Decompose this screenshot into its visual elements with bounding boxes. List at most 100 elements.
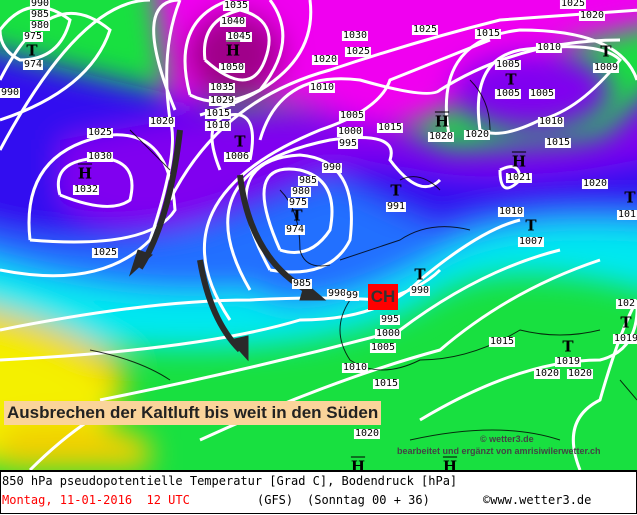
isobar-label: 1010 (308, 82, 336, 93)
isobar-label: 1005 (494, 59, 522, 70)
isobar-label: 1005 (494, 88, 522, 99)
isobar-label: 1005 (338, 110, 366, 121)
isobar-label: 1020 (533, 368, 561, 379)
isobar-label: 99 (344, 290, 360, 301)
isobar-label: 1040 (219, 16, 247, 27)
isobar-label: 1019 (612, 334, 637, 344)
isobar-label: 1010 (537, 116, 565, 127)
isobar-label: 1020 (148, 116, 176, 127)
isobar-label: 1015 (488, 336, 516, 347)
isobar-label: 995 (337, 138, 359, 149)
isobar-label: 1010 (535, 42, 563, 53)
isobar-label: 990 (29, 0, 51, 9)
isobar-label: 1009 (592, 62, 620, 73)
isobar-label: 975 (22, 31, 44, 42)
isobar-label: 101 (616, 209, 637, 220)
coastlines (89, 79, 637, 441)
yellow-south (0, 422, 150, 470)
isobar-label: 990 (321, 162, 343, 173)
switzerland-marker: CH (368, 284, 398, 310)
isobar-label: 1006 (223, 151, 251, 162)
isobar-label: 985 (29, 9, 51, 20)
isobar-label: 985 (291, 278, 313, 289)
low-pressure-icon: T (390, 181, 402, 200)
model-name: (GFS) (257, 493, 294, 507)
low-pressure-icon: T (505, 70, 517, 89)
isobar-label: 1015 (544, 137, 572, 148)
map-field (0, 0, 637, 470)
isobar-label: 1020 (353, 428, 381, 439)
isobar-label: 1032 (72, 184, 100, 195)
map-credit: © wetter3.de (480, 434, 534, 444)
isobar-label: 1020 (427, 131, 455, 142)
isobar-label: 1010 (341, 362, 369, 373)
isobar-label: 1019 (554, 356, 582, 367)
isobar-label: 1020 (581, 178, 609, 189)
weather-map: 1035 1040 1045 1050 1035 1029 1030 1025 1020 1010… (0, 0, 637, 470)
low-pressure-icon: T (525, 216, 537, 235)
isobar-label: 1045 (225, 31, 253, 42)
isobar-label: 1015 (474, 28, 502, 39)
isobar-label: 1010 (204, 120, 232, 131)
isobar-label: 980 (290, 186, 312, 197)
isobar-label: 985 (297, 175, 319, 186)
isobar-label: 1005 (528, 88, 556, 99)
isobar-label: 1029 (208, 95, 236, 106)
high-pressure-icon: H (442, 457, 458, 470)
isobar-label: 1030 (341, 30, 369, 41)
low-pressure-icon: T (291, 206, 303, 225)
low-pressure-icon: T (414, 265, 426, 284)
isobar-label: 1010 (497, 206, 525, 217)
isobar-label: 1015 (204, 108, 232, 119)
isobar-label: 1020 (566, 368, 594, 379)
isobar-label: 1025 (411, 24, 439, 35)
isobar-label: 1021 (505, 172, 533, 183)
isobar-label: 1015 (376, 122, 404, 133)
isobar-label: 1020 (578, 10, 606, 21)
low-pressure-icon: T (26, 41, 38, 60)
copyright-link[interactable]: ©www.wetter3.de (483, 493, 592, 507)
isobar-label: 990 (409, 285, 431, 296)
low-pressure-icon: T (562, 337, 574, 356)
high-pressure-icon: H (225, 41, 241, 60)
high-pressure-icon: H (350, 457, 366, 470)
arrow-south-head (229, 335, 249, 362)
isobar-label: 974 (22, 59, 44, 70)
low-pressure-icon: T (624, 188, 636, 207)
isobar-label: 1025 (344, 46, 372, 57)
isobar-label: 1035 (222, 0, 250, 11)
low-pressure-icon: T (234, 132, 246, 151)
map-parameter-description: 850 hPa pseudopotentielle Temperatur [Gr… (2, 474, 458, 488)
violet-zone (60, 103, 637, 227)
isobar-label: 102 (615, 298, 637, 309)
isobar-label: 974 (284, 224, 306, 235)
low-pressure-icon: T (620, 313, 632, 332)
isobar-label: 990 (0, 87, 21, 98)
isobar-label: 1025 (559, 0, 587, 9)
low-pressure-icon: T (600, 42, 612, 61)
isobar-label: 1030 (86, 151, 114, 162)
isobar-label: 1020 (311, 54, 339, 65)
model-run: (Sonntag 00 + 36) (307, 493, 430, 507)
valid-date: Montag, 11-01-2016 12 UTC (2, 493, 190, 507)
isobar-label: 1015 (372, 378, 400, 389)
high-pressure-icon: H (511, 152, 527, 171)
arrow-west-head (128, 249, 153, 277)
map-caption: Ausbrechen der Kaltluft bis weit in den … (4, 401, 382, 425)
isobar-label: 1007 (517, 236, 545, 247)
isobar-label: 990 (326, 288, 348, 299)
isobar-label: 1005 (369, 342, 397, 353)
map-footer: 850 hPa pseudopotentielle Temperatur [Gr… (0, 470, 637, 514)
isobar-label: 1000 (374, 328, 402, 339)
isobar-label: 975 (287, 197, 309, 208)
map-edit-credit: bearbeitet und ergänzt von amrisiwilerwe… (397, 446, 601, 456)
high-pressure-icon: H (434, 112, 450, 131)
isobar-label: 995 (379, 314, 401, 325)
isobar-label: 1050 (218, 62, 246, 73)
high-pressure-icon: H (77, 164, 93, 183)
isobar-label: 980 (29, 20, 51, 31)
isobar-label: 1025 (91, 247, 119, 258)
isobar-label: 1000 (336, 126, 364, 137)
isobar-label: 1020 (463, 129, 491, 140)
isobar-label: 1025 (86, 127, 114, 138)
